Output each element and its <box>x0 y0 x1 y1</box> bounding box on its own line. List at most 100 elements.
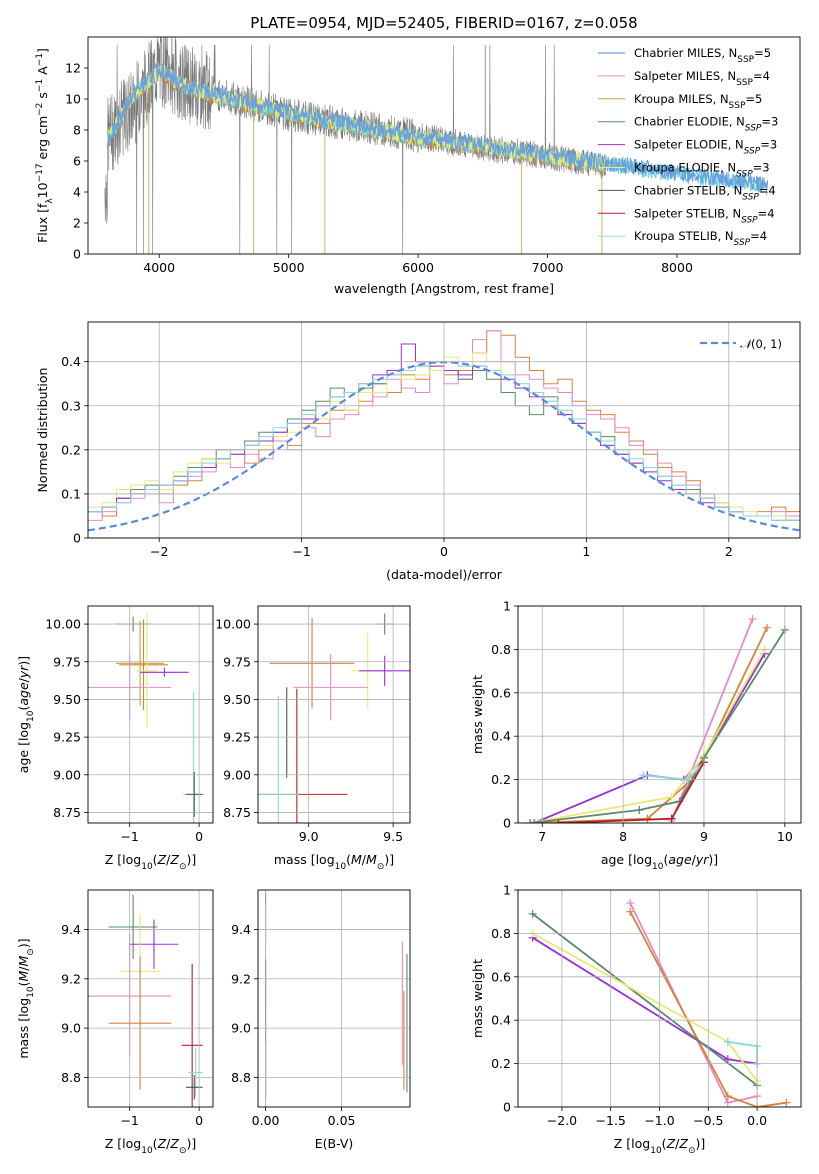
panel-mass-vs-Z: −1 0 8.8 9.0 9.2 9.4 Z [log10(Z/Z⊙)] mass [log1… <box>16 889 214 1156</box>
x-tick-label: −1 <box>120 829 138 844</box>
legend-label: Salpeter MILES, NSSP=4 <box>634 69 770 88</box>
mass-weight-line <box>529 629 786 823</box>
x-tick-label: 5000 <box>273 260 305 275</box>
legend-value: =4 <box>753 69 770 83</box>
y-tick-label: 8.8 <box>61 1070 81 1085</box>
data-point-marker <box>782 1098 791 1107</box>
mass-weight-line <box>670 618 754 822</box>
data-point-marker <box>639 771 648 780</box>
y-tick-label: 0 <box>503 1100 511 1115</box>
data-point-marker <box>530 819 539 823</box>
x-tick-label: 7000 <box>532 260 564 275</box>
x-tick-label: 6000 <box>402 260 434 275</box>
panels: 4000 5000 6000 7000 8000024681012wavelength … <box>16 36 802 1156</box>
legend-subscript: SSP <box>744 147 761 157</box>
legend-value: =4 <box>750 229 767 243</box>
y-tick-label: 4 <box>73 185 81 200</box>
y-tick-label: 0.1 <box>61 486 81 501</box>
x-tick-label: −0.5 <box>693 1113 723 1128</box>
x-tick-label: −1.5 <box>596 1113 626 1128</box>
y-tick-label: 9.75 <box>223 654 251 669</box>
data-point-marker <box>526 819 535 823</box>
y-tick-label: 8.8 <box>231 1070 251 1085</box>
y-tick-label: 9.2 <box>61 971 81 986</box>
y-tick-label: 0.4 <box>61 354 81 369</box>
axes-frame <box>257 605 411 824</box>
y-tick-label: 9.50 <box>223 692 251 707</box>
y-tick-label: 0.6 <box>491 969 511 984</box>
y-tick-label: 1 <box>503 883 511 898</box>
y-tick-label: 9.2 <box>231 971 251 986</box>
legend-label: Kroupa STELIB, NSSP=4 <box>634 229 767 248</box>
axes-frame <box>87 889 214 1108</box>
mass-weight-line <box>532 913 758 1087</box>
y-tick-label: 0.8 <box>491 926 511 941</box>
legend: Chabrier MILES, NSSP=5 Salpeter MILES, NS… <box>598 46 778 248</box>
y-tick-label: 0.6 <box>491 685 511 700</box>
x-axis-label: mass [log10(M/M⊙)] <box>274 852 394 872</box>
y-tick-label: 10 <box>65 92 81 107</box>
y-axis-label: age [log10(age/yr)] <box>16 656 36 773</box>
y-tick-label: 0.4 <box>491 1013 511 1028</box>
y-axis-label: Normed distribution <box>35 368 50 493</box>
legend-label: Salpeter STELIB, NSSP=4 <box>634 206 775 225</box>
y-tick-label: 0.2 <box>491 1056 511 1071</box>
y-tick-label: 9.4 <box>231 922 251 937</box>
x-tick-label: −1.0 <box>644 1113 674 1128</box>
panel-age-vs-Z: −1 0 8.75 9.00 9.25 9.50 9.75 10.00 Z [log10(Z/Z… <box>16 605 214 872</box>
plot-area <box>258 613 410 823</box>
y-tick-label: 9.0 <box>231 1021 251 1036</box>
y-axis-label: mass weight <box>470 959 485 1038</box>
data-point-marker <box>635 805 644 814</box>
y-tick-label: 9.4 <box>61 922 81 937</box>
x-tick-label: 7 <box>538 829 546 844</box>
axes-frame <box>517 605 802 824</box>
legend-subscript: SSP <box>736 78 753 88</box>
histogram-series <box>88 361 800 521</box>
legend-value: =4 <box>759 183 776 197</box>
y-tick-label: 9.25 <box>223 730 251 745</box>
histogram-series <box>88 330 800 521</box>
x-tick-label: −1 <box>292 544 310 559</box>
data-point-marker <box>723 1092 732 1101</box>
x-tick-label: 8000 <box>661 260 693 275</box>
x-tick-label: 10 <box>777 829 793 844</box>
legend-label: Chabrier MILES, NSSP=5 <box>634 46 771 65</box>
axes-frame <box>87 605 214 824</box>
figure-title: PLATE=0954, MJD=52405, FIBERID=0167, z=0… <box>250 14 637 32</box>
mass-weight-line <box>530 627 768 823</box>
legend-label: Salpeter ELODIE, NSSP=3 <box>634 138 777 157</box>
legend-label: 𝒩(0, 1) <box>740 337 782 351</box>
y-tick-label: 10.00 <box>215 617 251 632</box>
y-tick-label: 9.75 <box>53 654 81 669</box>
panel-residuals: −2 −1 0 1 2 0 0.1 0.2 0.3 0.4 (data-model)/error No… <box>35 321 801 582</box>
legend-value: =3 <box>761 115 778 129</box>
x-tick-label: 8 <box>619 829 627 844</box>
y-tick-label: 0 <box>503 816 511 831</box>
plot-area <box>104 37 769 254</box>
x-tick-label: 9 <box>700 829 708 844</box>
y-tick-label: 0.3 <box>61 398 81 413</box>
x-tick-label: 1 <box>582 544 590 559</box>
data-point-marker <box>554 819 563 823</box>
x-tick-label: −2 <box>150 544 168 559</box>
y-tick-label: 6 <box>73 154 81 169</box>
x-axis-label: (data-model)/error <box>386 567 503 582</box>
legend-label: Kroupa MILES, NSSP=5 <box>634 92 762 111</box>
panel-massweight-vs-Z: −2.0 −1.5 −1.0 −0.5 0.0 0 0.2 0.4 0.6 0.8 1 Z [log1… <box>470 883 802 1156</box>
y-tick-label: 0.4 <box>491 729 511 744</box>
histogram-series <box>88 361 800 521</box>
data-point-marker <box>763 623 772 632</box>
histogram-series <box>88 330 800 517</box>
panel-mass-vs-ebv: 0.00 0.05 8.8 9.0 9.2 9.4 E(B-V) <box>231 889 411 1151</box>
y-tick-label: 10.00 <box>45 617 81 632</box>
x-axis-label: Z [log10(Z/Z⊙)] <box>614 1136 706 1156</box>
plot-area <box>88 330 800 532</box>
y-tick-label: 9.00 <box>223 767 251 782</box>
legend-subscript: SSP <box>745 124 762 134</box>
y-tick-label: 9.00 <box>53 767 81 782</box>
plot-area <box>265 892 408 1103</box>
plot-area <box>528 899 791 1107</box>
x-tick-label: 0 <box>440 544 448 559</box>
legend-value: =5 <box>745 92 762 106</box>
